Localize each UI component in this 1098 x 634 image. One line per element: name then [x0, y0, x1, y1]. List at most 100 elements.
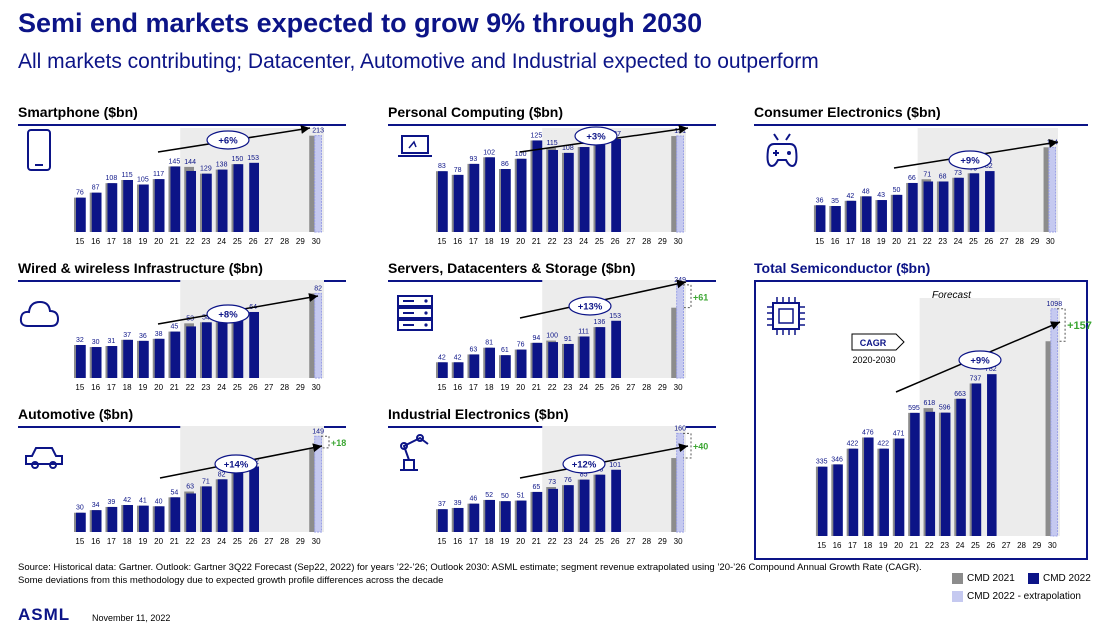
total-semiconductor-bar-cmd2021-30: [1045, 341, 1051, 536]
legend-swatch-cmd2021: [952, 573, 963, 584]
smartphone-rule: [18, 124, 346, 126]
legend-swatch-cmd2022: [1028, 573, 1039, 584]
servers-datacenters-tick-label-27: 27: [626, 383, 635, 392]
consumer-electronics-tick-label-30: 30: [1046, 237, 1055, 246]
industrial-electronics-value-label-18: 52: [485, 492, 493, 499]
personal-computing-bar-cmd2022-19: [500, 169, 511, 232]
wired-wireless-bar-cmd2022-15: [75, 344, 86, 378]
total-semiconductor-value-label-17: 422: [847, 441, 859, 448]
automotive-tick-label-28: 28: [280, 537, 289, 546]
industrial-electronics-tick-label-25: 25: [595, 537, 604, 546]
industrial-electronics-tick-label-20: 20: [516, 537, 525, 546]
automotive-bar-cmd2022-26: [249, 466, 260, 532]
total-semiconductor-bar-cmd2022-18: [864, 437, 874, 536]
servers-datacenters-tick-label-23: 23: [563, 383, 572, 392]
page-subtitle: All markets contributing; Datacenter, Au…: [18, 50, 819, 73]
smartphone-value-label-21: 145: [169, 158, 181, 165]
automotive-value-label-15: 30: [76, 505, 84, 512]
total-semiconductor-delta-label: +157: [1067, 320, 1092, 332]
industrial-electronics-bar-cmd2022-20: [516, 500, 527, 532]
smartphone-tick-label-19: 19: [138, 237, 147, 246]
consumer-electronics-value-label-18: 48: [862, 188, 870, 195]
personal-computing-tick-label-28: 28: [642, 237, 651, 246]
automotive-value-label-21: 54: [170, 489, 178, 496]
wired-wireless-bar-cmd2022-22: [186, 326, 197, 378]
personal-computing-tick-label-21: 21: [532, 237, 541, 246]
automotive-tick-label-18: 18: [123, 537, 132, 546]
wired-wireless-bar-cmd2022-24: [217, 319, 228, 378]
servers-datacenters-bar-cmd2022-17: [469, 354, 480, 378]
smartphone-tick-label-21: 21: [170, 237, 179, 246]
consumer-electronics-value-label-17: 42: [847, 193, 855, 200]
total-semiconductor-tick-label-27: 27: [1002, 541, 1011, 550]
industrial-electronics-tick-label-22: 22: [548, 537, 557, 546]
consumer-electronics-bar-cmd2022-25: [969, 173, 980, 232]
smartphone-tick-label-15: 15: [75, 237, 84, 246]
smartphone-value-label-24: 138: [216, 162, 228, 169]
wired-wireless-title: Wired & wireless Infrastructure ($bn): [18, 260, 263, 276]
automotive-bar-cmd2022-25: [233, 472, 244, 532]
legend-item-extrapolation: CMD 2022 - extrapolation: [952, 591, 1081, 602]
total-semiconductor-tick-label-16: 16: [833, 541, 842, 550]
personal-computing-tick-label-25: 25: [595, 237, 604, 246]
wired-wireless-bar-cmd2022-18: [123, 339, 134, 378]
automotive-bar-cmd2021-30: [309, 447, 315, 532]
wired-wireless-tick-label-30: 30: [312, 383, 321, 392]
total-semiconductor-bar-cmd2022-19: [879, 448, 889, 536]
servers-datacenters-tick-label-20: 20: [516, 383, 525, 392]
smartphone-tick-label-22: 22: [186, 237, 195, 246]
total-semiconductor-bar-cmd2022-26: [987, 374, 997, 536]
total-semiconductor-value-label-16: 346: [831, 456, 843, 463]
gamepad-icon: [766, 133, 798, 168]
consumer-electronics-tick-label-23: 23: [938, 237, 947, 246]
wired-wireless-bar-cmd2022-25: [233, 314, 244, 378]
personal-computing-tick-label-19: 19: [500, 237, 509, 246]
smartphone-bar-extrapolation-30: [314, 135, 322, 233]
legend-item-cmd2022: CMD 2022: [1028, 573, 1091, 584]
consumer-electronics-tick-label-21: 21: [907, 237, 916, 246]
total-semiconductor-tick-label-21: 21: [909, 541, 918, 550]
total-semiconductor-tick-label-22: 22: [925, 541, 934, 550]
industrial-electronics-tick-label-26: 26: [611, 537, 620, 546]
smartphone-tick-label-30: 30: [312, 237, 321, 246]
wired-wireless-tick-label-23: 23: [201, 383, 210, 392]
smartphone-tick-label-25: 25: [233, 237, 242, 246]
consumer-electronics-value-label-22: 71: [923, 171, 931, 178]
consumer-electronics-tick-label-17: 17: [846, 237, 855, 246]
servers-datacenters-bar-cmd2022-18: [485, 347, 496, 378]
personal-computing-bar-cmd2021-30: [671, 136, 677, 232]
consumer-electronics-bar-cmd2022-20: [892, 194, 903, 232]
wired-wireless-tick-label-29: 29: [296, 383, 305, 392]
automotive-tick-label-21: 21: [170, 537, 179, 546]
automotive-bar-cmd2022-20: [154, 506, 165, 532]
robot-arm-icon: [400, 434, 429, 471]
page-title: Semi end markets expected to grow 9% thr…: [18, 8, 703, 38]
wired-wireless-tick-label-28: 28: [280, 383, 289, 392]
total-semiconductor-tick-label-29: 29: [1032, 541, 1041, 550]
wired-wireless-bar-cmd2022-23: [201, 322, 212, 378]
industrial-electronics-bar-cmd2022-19: [500, 501, 511, 532]
automotive-value-label-23: 71: [202, 478, 210, 485]
smartphone-bar-cmd2022-25: [233, 164, 244, 232]
total-semiconductor-tick-label-26: 26: [986, 541, 995, 550]
servers-datacenters-title: Servers, Datacenters & Storage ($bn): [388, 260, 636, 276]
consumer-electronics-value-label-20: 50: [893, 187, 901, 194]
consumer-electronics-bar-cmd2022-22: [923, 181, 934, 232]
date-label: November 11, 2022: [92, 613, 171, 623]
total-semiconductor-delta-bracket: [1057, 308, 1066, 342]
total-semiconductor-tick-label-24: 24: [956, 541, 965, 550]
consumer-electronics-value-label-16: 35: [831, 198, 839, 205]
servers-datacenters-value-label-25: 136: [594, 319, 606, 326]
smartphone-value-label-16: 87: [92, 185, 100, 192]
industrial-electronics-tick-label-24: 24: [579, 537, 588, 546]
smartphone-value-label-18: 115: [122, 172, 133, 179]
wired-wireless-value-label-19: 36: [139, 333, 147, 340]
consumer-electronics-bar-cmd2022-24: [954, 177, 964, 232]
servers-datacenters-bar-cmd2022-22: [548, 342, 559, 378]
industrial-electronics-tick-label-18: 18: [485, 537, 494, 546]
total-semiconductor-bar-cmd2022-23: [940, 412, 951, 536]
personal-computing-value-label-20: 100: [515, 151, 527, 158]
personal-computing-bar-cmd2022-23: [563, 152, 574, 232]
automotive-delta-label: +18: [331, 438, 346, 448]
wired-wireless-value-label-15: 32: [76, 337, 84, 344]
